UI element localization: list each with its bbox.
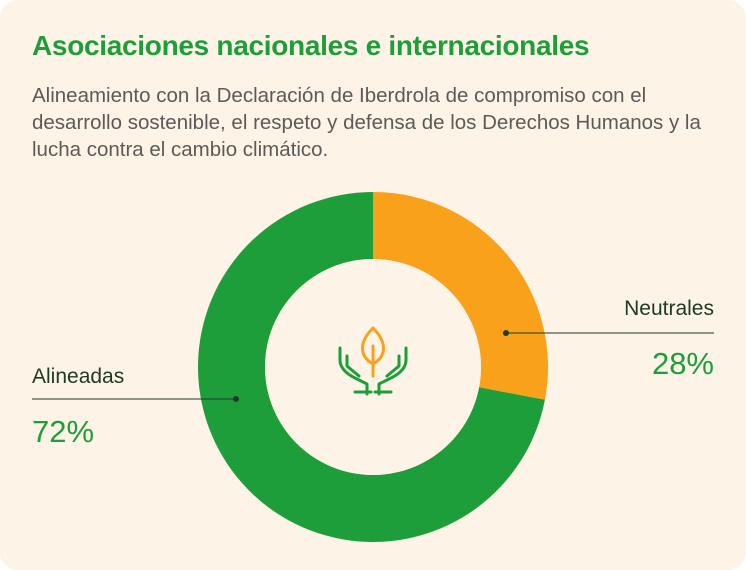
page-title: Asociaciones nacionales e internacionale… [32,30,590,61]
donut-slice-alineadas [198,192,545,542]
leader-dot-alineadas [233,396,239,402]
slice-label-alineadas: Alineadas 72% [32,365,239,449]
slice-name-alineadas: Alineadas [32,365,124,388]
slice-name-neutrales: Neutrales [624,297,714,320]
leader-dot-neutrales [503,330,509,336]
page-subtitle: Alineamiento con la Declaración de Iberd… [32,84,701,161]
slice-value-alineadas: 72% [32,414,94,449]
hands-holding-leaf-icon [338,326,408,396]
slice-label-neutrales: Neutrales 28% [503,297,714,381]
slice-value-neutrales: 28% [652,346,714,381]
donut-slice-neutrales [373,192,548,400]
